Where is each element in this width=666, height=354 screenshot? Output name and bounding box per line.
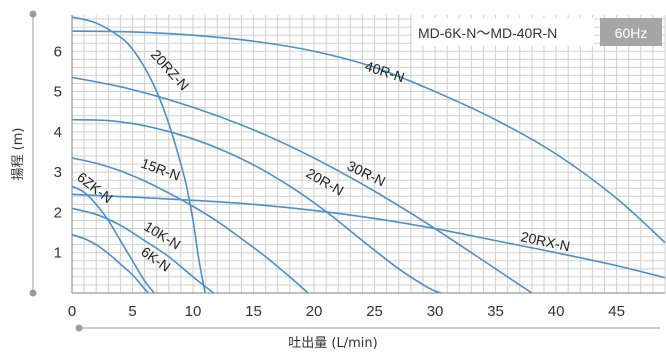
- label-20r-n: 20R-N: [304, 165, 347, 199]
- outer-x-axis-dot: [75, 324, 83, 332]
- x-tick-label: 45: [608, 303, 625, 320]
- frequency-badge-text: 60Hz: [615, 25, 648, 41]
- curve-40r-n: [71, 30, 666, 244]
- y-tick-label: 5: [54, 84, 62, 101]
- curve-10k-n: [71, 207, 215, 294]
- curve-6zk-n: [71, 185, 155, 294]
- x-tick-label: 10: [185, 303, 202, 320]
- label-6zk-n: 6ZK-N: [74, 169, 116, 207]
- curve-20r-n: [71, 118, 442, 294]
- y-tick-label: 3: [54, 164, 62, 181]
- y-tick-label: 4: [54, 124, 62, 141]
- y-axis-title: 揚程 (m): [10, 128, 26, 181]
- chart-title: MD-6K-N～MD-40R-N: [418, 25, 557, 41]
- y-tick-label: 2: [54, 204, 62, 221]
- label-15r-n: 15R-N: [139, 155, 183, 184]
- label-30r-n: 30R-N: [345, 157, 388, 189]
- x-tick-label: 40: [548, 303, 565, 320]
- x-axis-title: 吐出量 (L/min): [288, 336, 377, 351]
- title-background: [412, 18, 594, 46]
- outer-y-axis-dot-top: [29, 10, 37, 18]
- curve-6k-n: [71, 233, 149, 294]
- label-40r-n: 40R-N: [363, 58, 406, 86]
- x-tick-label: 5: [128, 303, 136, 320]
- x-tick-label: 15: [245, 303, 262, 320]
- performance-curves: [71, 16, 666, 294]
- y-tick-label: 6: [54, 43, 62, 60]
- x-tick-label: 25: [366, 303, 383, 320]
- curve-30r-n: [71, 76, 533, 294]
- curve-15r-n: [71, 157, 309, 294]
- curve-20rx-n: [71, 193, 666, 279]
- chart-header: MD-6K-N～MD-40R-N 60Hz: [412, 18, 662, 46]
- curve-20rz-n: [71, 16, 206, 294]
- outer-y-axis-dot-bottom: [29, 289, 37, 297]
- x-tick-label: 35: [487, 303, 504, 320]
- x-tick-label: 30: [427, 303, 444, 320]
- x-tick-label: 20: [306, 303, 323, 320]
- x-tick-label: 0: [68, 303, 76, 320]
- frequency-badge: [600, 18, 662, 46]
- y-tick-label: 1: [54, 245, 62, 262]
